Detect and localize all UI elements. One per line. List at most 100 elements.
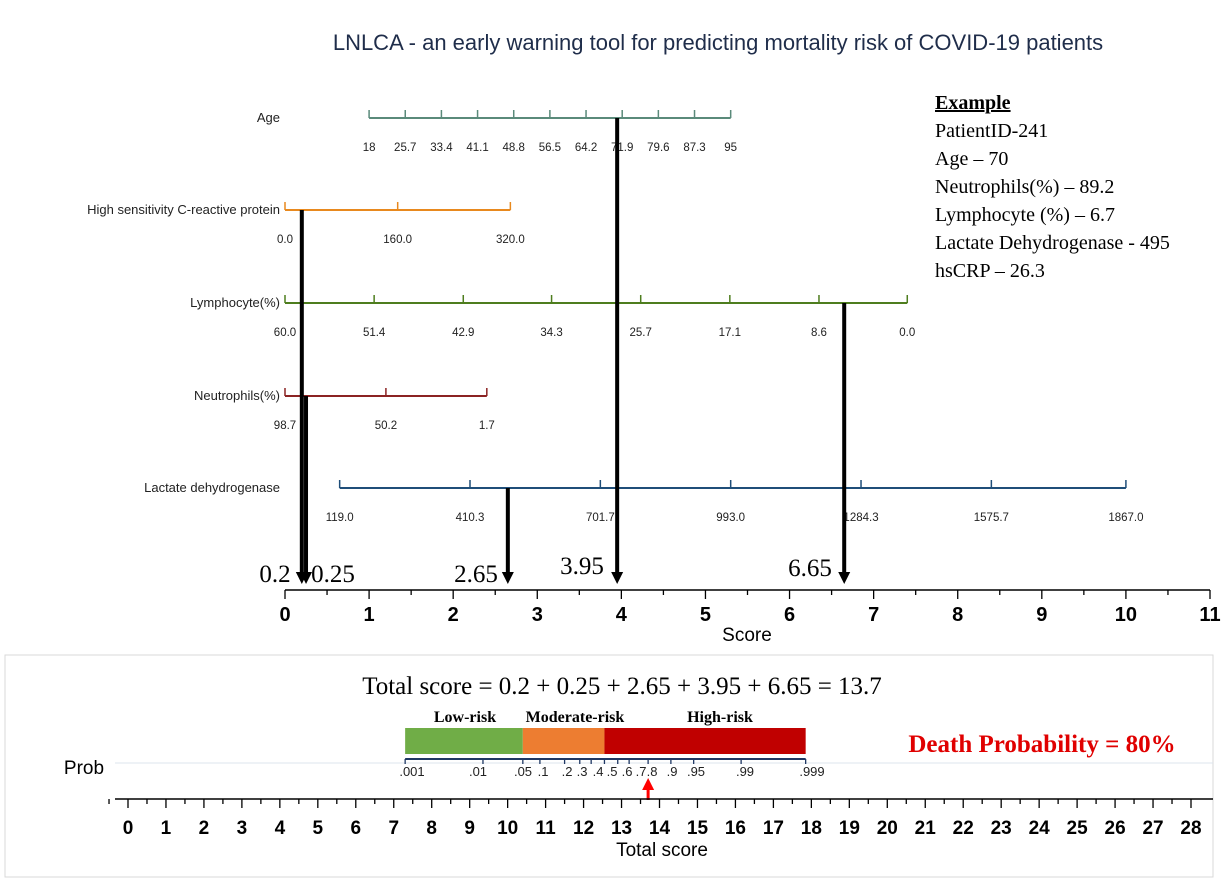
total-tick-label: 5 [313, 818, 324, 839]
predictor-point-label: 1867.0 [1108, 512, 1143, 524]
predictor-point-label: 34.3 [540, 327, 562, 339]
example-arrow-head [300, 572, 313, 584]
prob-tick-label: .99 [736, 764, 754, 779]
score-axis: 0 1 2 3 4 5 6 7 8 9 10 11 Score [279, 589, 1221, 646]
total-tick-label: 27 [1142, 818, 1163, 839]
total-tick-label: 11 [536, 818, 557, 839]
predictor-point-label: 160.0 [383, 234, 412, 246]
death-probability: Death Probability = 80% [908, 731, 1175, 758]
predictor-label-lactate-dehydrogenase: Lactate dehydrogenase [144, 480, 280, 495]
prob-tick-label: .05 [514, 764, 532, 779]
predictor-point-label: 993.0 [716, 512, 745, 524]
score-tick-label: 6 [784, 604, 795, 626]
total-tick-label: 23 [991, 818, 1012, 839]
total-tick-label: 17 [763, 818, 784, 839]
total-tick-label: 4 [275, 818, 286, 839]
predictor-point-label: 119.0 [326, 512, 354, 524]
total-tick-label: 20 [877, 818, 898, 839]
risk-band-low-risk [405, 728, 523, 754]
example-box: Example PatientID-241 Age – 70 Neutrophils(… [935, 92, 1170, 282]
score-tick-label: 7 [868, 604, 879, 626]
total-tick-label: 21 [915, 818, 937, 839]
total-tick-label: 25 [1067, 818, 1089, 839]
example-line: PatientID-241 [935, 120, 1048, 142]
total-tick-label: 13 [611, 818, 632, 839]
predictor-point-label: 8.6 [811, 327, 827, 339]
predictor-point-label: 1575.7 [974, 512, 1009, 524]
prob-tick-label: .5 [607, 764, 618, 779]
predictor-label-neutrophils: Neutrophils(%) [194, 388, 280, 403]
predictor-point-label: 71.9 [611, 142, 633, 154]
prob-tick-label: .1 [538, 764, 549, 779]
predictor-label-high-sensitivity-c-reactive-protein: High sensitivity C-reactive protein [87, 202, 280, 217]
total-marker-head [642, 778, 655, 790]
predictor-point-label: 98.7 [274, 420, 296, 432]
score-tick-label: 8 [952, 604, 963, 626]
score-tick-label: 1 [364, 604, 375, 626]
total-score-equation: Total score = 0.2 + 0.25 + 2.65 + 3.95 +… [362, 673, 882, 700]
score-tick-label: 5 [700, 604, 711, 626]
predictor-point-label: 25.7 [630, 327, 652, 339]
total-tick-label: 8 [426, 818, 437, 839]
predictor-point-label: 51.4 [363, 327, 386, 339]
prob-tick-label: .95 [687, 764, 705, 779]
predictor-label-lymphocyte: Lymphocyte(%) [190, 295, 280, 310]
score-tick-label: 4 [616, 604, 628, 626]
score-tick-label: 11 [1199, 604, 1220, 626]
predictor-point-label: 48.8 [503, 142, 525, 154]
predictor-point-label: 0.0 [277, 234, 293, 246]
predictor-label-age: Age [257, 110, 280, 125]
predictor-point-label: 42.9 [452, 327, 474, 339]
total-axis-title: Total score [616, 840, 708, 861]
predictor-point-label: 1.7 [479, 420, 495, 432]
total-tick-label: 18 [801, 818, 822, 839]
predictor-point-label: 410.3 [456, 512, 485, 524]
predictor-point-label: 41.1 [466, 142, 488, 154]
lower-panel-frame [4, 654, 1214, 878]
example-arrow-label: 0.25 [311, 561, 355, 588]
prob-tick-label: .3 [577, 764, 588, 779]
example-arrow-head [501, 572, 514, 584]
prob-tick-label: .2 [562, 764, 573, 779]
probability-axis: Prob .001 .01 .05 .1 .2 .3 .4.5 .6.7.8 .9 .95 .99 .9… [64, 758, 1213, 800]
predictor-point-label: 64.2 [575, 142, 597, 154]
example-line: Lymphocyte (%) – 6.7 [935, 204, 1115, 226]
predictor-point-label: 79.6 [647, 142, 669, 154]
prob-tick-label: .001 [399, 764, 424, 779]
predictor-point-label: 50.2 [375, 420, 397, 432]
risk-band-label: High-risk [687, 709, 753, 726]
example-heading: Example [935, 92, 1011, 114]
predictor-point-label: 33.4 [430, 142, 453, 154]
risk-band-moderate-risk [522, 728, 605, 754]
example-arrow-label: 0.2 [259, 561, 290, 588]
prob-axis-title: Prob [64, 758, 104, 779]
total-tick-label: 28 [1180, 818, 1201, 839]
total-tick-label: 14 [649, 818, 671, 839]
example-line: Lactate Dehydrogenase - 495 [935, 232, 1170, 254]
predictor-point-label: 18 [363, 142, 376, 154]
predictor-point-label: 320.0 [496, 234, 525, 246]
total-tick-label: 26 [1105, 818, 1126, 839]
predictor-point-label: 95 [724, 142, 737, 154]
prob-tick-label: .999 [799, 764, 824, 779]
score-tick-label: 9 [1036, 604, 1047, 626]
total-tick-label: 9 [464, 818, 475, 839]
predictor-point-label: 25.7 [394, 142, 416, 154]
score-tick-label: 3 [532, 604, 543, 626]
prob-tick-label: .6 [622, 764, 633, 779]
example-arrow-label: 6.65 [788, 555, 832, 582]
score-tick-label: 2 [448, 604, 459, 626]
predictor-point-label: 701.7 [586, 512, 615, 524]
score-tick-label: 10 [1115, 604, 1137, 626]
total-tick-label: 15 [687, 818, 709, 839]
prob-tick-label: .9 [667, 764, 678, 779]
example-arrow-head [611, 572, 624, 584]
prob-tick-label: .01 [469, 764, 487, 779]
example-arrows: 0.2 0.25 2.65 3.95 6.65 [259, 118, 851, 588]
predictor-point-label: 60.0 [274, 327, 296, 339]
total-tick-label: 19 [839, 818, 860, 839]
prob-tick-label: .8 [647, 764, 658, 779]
total-tick-label: 3 [237, 818, 248, 839]
risk-band-high-risk [604, 728, 806, 754]
